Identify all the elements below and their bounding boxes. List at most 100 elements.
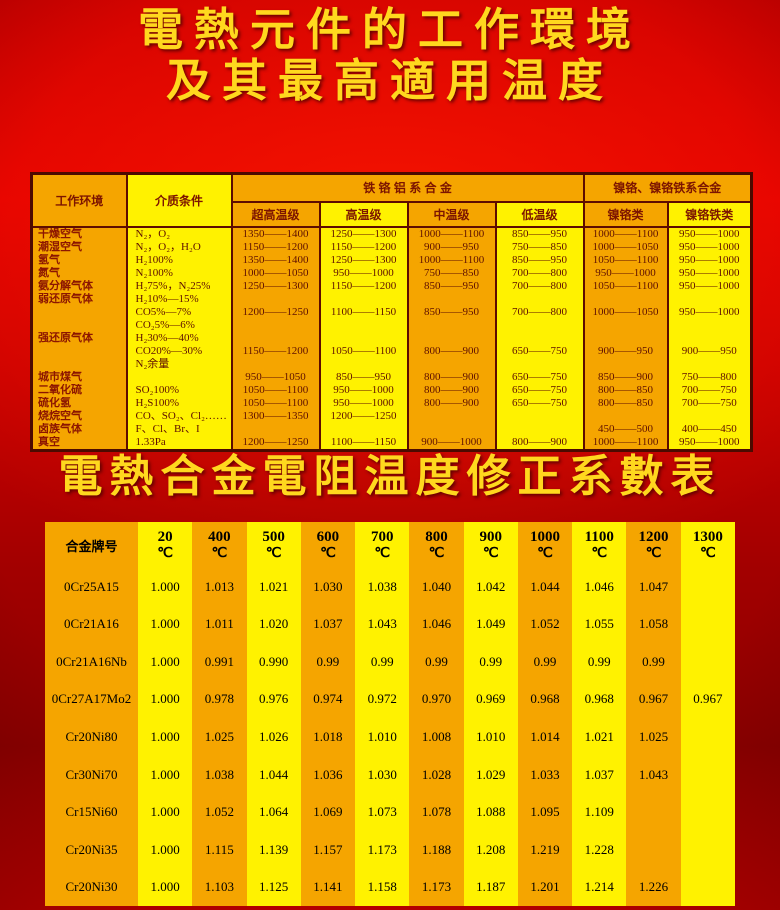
env-cell: 强还原气体 — [30, 331, 128, 345]
temp-range-cell: 650——750 — [494, 344, 585, 358]
coef-cell: 1.038 — [367, 578, 397, 594]
coef-cell: 0.967 — [638, 691, 669, 707]
temp-range-cell: 1250——1300 — [230, 279, 321, 293]
temp-range-cell — [406, 292, 497, 306]
env-cell: 烧烷空气 — [30, 409, 128, 423]
env-cell: 氢气 — [30, 253, 128, 267]
coef-cell: 1.115 — [205, 841, 234, 857]
coef-cell: 0.968 — [584, 691, 614, 707]
env-cell: 二氧化硫 — [30, 383, 128, 397]
temp-value: 600 — [316, 529, 340, 545]
temp-range-cell: 900——1000 — [406, 435, 497, 450]
coef-cell: 0.99 — [425, 653, 448, 669]
correction-coefficient-table: 合金牌号 20 ℃ 400 ℃ 500 ℃ 600 ℃ 700 ℃ 800 ℃ 900 ℃ 1… — [45, 522, 735, 906]
temp-range-cell: 750——850 — [406, 266, 497, 280]
temp-range-cell — [666, 357, 753, 371]
t1-line: 城市煤气 950——1050 850——950 800——900 650——750 850… — [30, 370, 753, 384]
temp-range-cell: 1000——1050 — [230, 266, 321, 280]
coef-cell: 1.078 — [421, 804, 452, 820]
temp-range-cell: 950——1000 — [318, 396, 409, 410]
temp-range-cell: 950——1000 — [666, 305, 753, 319]
temp-range-cell: 700——800 — [494, 305, 585, 319]
temp-range-cell: 1000——1050 — [582, 305, 669, 319]
temp-value: 20 — [157, 529, 173, 545]
temp-range-cell — [230, 318, 321, 332]
coef-cell: 1.064 — [259, 804, 289, 820]
temp-range-cell — [494, 331, 585, 345]
coef-cell: 0.99 — [316, 653, 340, 669]
temp-header: 600 ℃ — [301, 522, 355, 568]
temp-unit: ℃ — [157, 546, 173, 561]
coef-cell: 1.088 — [476, 804, 506, 820]
coef-cell — [681, 606, 735, 644]
coef-cell: 1.095 — [530, 804, 560, 820]
coef-cell — [626, 793, 680, 831]
coef-cell: 1.030 — [313, 578, 343, 594]
temp-range-cell: 800——900 — [406, 370, 497, 384]
temp-range-cell — [666, 292, 753, 306]
temp-value: 900 — [479, 529, 502, 545]
main-title: 電熱元件的工作環境 及其最高適用温度 — [0, 4, 780, 106]
temp-value: 800 — [425, 529, 448, 545]
temp-range-cell: 1000——1100 — [582, 226, 669, 241]
coef-cell: 1.000 — [150, 766, 180, 782]
coef-cell: 1.037 — [313, 616, 343, 632]
coef-cell: 1.020 — [259, 616, 289, 632]
temp-range-cell: 800——900 — [406, 396, 497, 410]
temp-range-cell: 1050——1100 — [582, 253, 669, 267]
temp-range-cell — [494, 409, 585, 423]
coef-cell: 0.969 — [476, 691, 506, 707]
coef-cell: 1.052 — [530, 616, 560, 632]
coef-cell: 1.018 — [313, 728, 343, 744]
t1-line: CO5%—7% 1200——1250 1100——1150 850——950 700——… — [30, 305, 753, 319]
temp-range-cell — [582, 357, 669, 371]
coef-cell: 1.141 — [313, 879, 343, 895]
env-cell: 硫化氢 — [30, 396, 128, 410]
temp-unit: ℃ — [699, 546, 716, 561]
coef-cell: 1.011 — [205, 616, 234, 632]
temp-value: 1300 — [692, 529, 723, 545]
coef-cell: 1.043 — [367, 616, 397, 632]
temp-range-cell: 900——950 — [406, 240, 497, 254]
temp-range-cell: 1200——1250 — [230, 435, 321, 450]
t1-line: 强还原气体 H₂30%—40% — [30, 331, 753, 345]
medium-cell: N₂，O₂ — [125, 226, 233, 241]
medium-column-header: 介质条件 — [125, 172, 233, 228]
coef-cell: 1.010 — [476, 728, 506, 744]
coef-cell: 0.974 — [313, 691, 343, 707]
medium-cell: CO、SO₂、Cl₂…… — [125, 409, 233, 423]
temp-range-cell — [406, 409, 497, 423]
coef-cell: 1.021 — [259, 578, 289, 594]
coef-cell: 1.069 — [313, 804, 343, 820]
t1-line: CO₂5%—6% — [30, 318, 753, 332]
temp-header: 400 ℃ — [192, 522, 246, 568]
coef-cell: 1.036 — [313, 766, 343, 782]
temp-range-cell: 850——950 — [318, 370, 409, 384]
temp-range-cell: 800——850 — [582, 383, 669, 397]
coef-cell: 1.042 — [476, 578, 506, 594]
grade-header-nicr: 镍铬类 — [582, 200, 669, 228]
temp-range-cell: 950——1000 — [666, 266, 753, 280]
coef-cell: 1.219 — [530, 841, 560, 857]
temp-range-cell: 950——1050 — [230, 370, 321, 384]
coef-cell: 1.055 — [584, 616, 614, 632]
temp-range-cell — [582, 292, 669, 306]
medium-cell: H₂10%—15% — [125, 292, 233, 306]
env-cell: 卤族气体 — [30, 422, 128, 436]
temp-range-cell: 900——950 — [582, 344, 669, 358]
temp-range-cell: 1050——1100 — [230, 396, 321, 410]
temp-range-cell: 1100——1150 — [318, 435, 409, 450]
t1-line: CO20%—30% 1150——1200 1050——1100 800——900 650… — [30, 344, 753, 358]
temp-range-cell: 850——950 — [406, 305, 497, 319]
temp-header: 1300 ℃ — [681, 522, 735, 568]
t1-line: N₂余量 — [30, 357, 753, 371]
coef-cell: 1.208 — [476, 841, 506, 857]
coef-cell: 1.029 — [476, 766, 506, 782]
second-title: 電熱合金電阻温度修正系數表 — [58, 451, 722, 502]
coef-cell: 1.025 — [204, 728, 235, 744]
temp-range-cell — [318, 357, 409, 371]
temp-unit: ℃ — [265, 546, 282, 561]
env-cell — [30, 318, 128, 332]
temp-range-cell: 800——900 — [494, 435, 585, 450]
grade-header-medium: 中温级 — [406, 200, 497, 228]
